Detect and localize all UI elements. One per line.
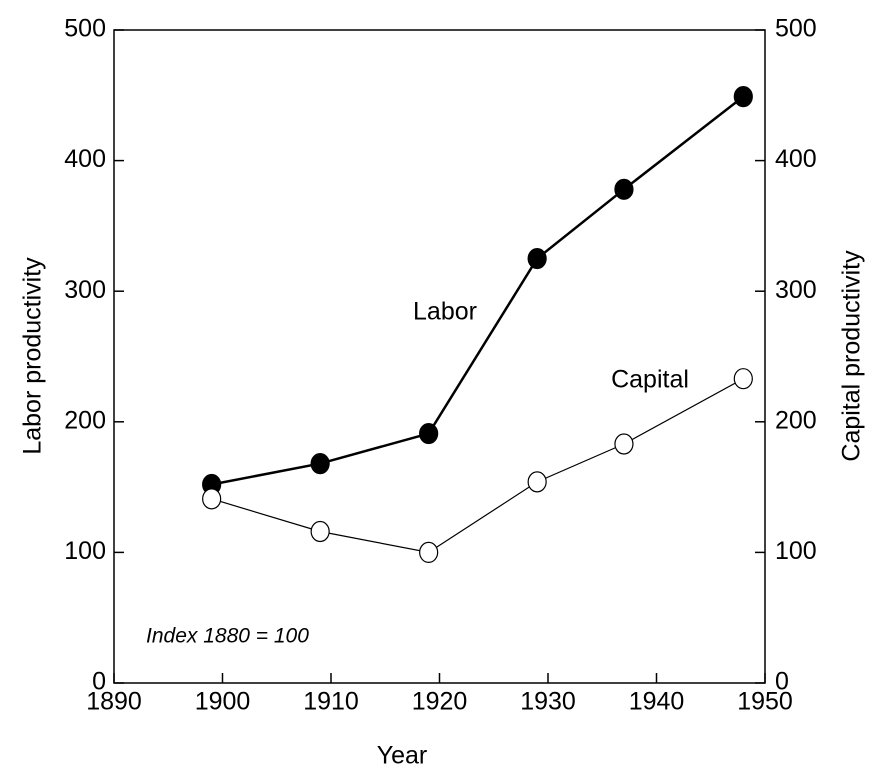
plot-frame (113, 29, 766, 684)
y2-axis-label: Capital productivity (838, 250, 866, 462)
y2-tick-label: 400 (775, 145, 817, 173)
data-point (614, 178, 634, 200)
series-line (211, 378, 744, 554)
x-tick-label: 1930 (520, 688, 576, 716)
x-tick-label: 1900 (195, 688, 251, 716)
x-axis-label: Year (377, 742, 428, 770)
data-point (419, 541, 439, 564)
data-point (733, 368, 753, 390)
y-tick-label: 500 (64, 15, 106, 43)
x-tick-label: 1950 (737, 688, 793, 716)
series-label: Labor (413, 298, 477, 326)
data-point (310, 520, 330, 543)
x-tick-label: 1910 (303, 688, 359, 716)
y-tick-label: 300 (64, 276, 106, 304)
annotation: Index 1880 = 100 (146, 625, 309, 648)
data-point (310, 452, 330, 475)
series-label: Capital (611, 366, 689, 394)
data-point (733, 86, 753, 108)
x-tick-label: 1940 (629, 688, 685, 716)
y-tick-label: 0 (92, 668, 106, 696)
x-tick-label: 1890 (86, 688, 142, 716)
data-point (419, 422, 439, 445)
y2-tick-label: 200 (775, 406, 817, 434)
y-tick-label: 200 (64, 406, 106, 434)
data-point (527, 471, 547, 493)
y2-tick-label: 100 (775, 537, 817, 565)
x-tick-label: 1920 (412, 688, 468, 716)
y2-tick-label: 500 (775, 15, 817, 43)
y2-tick-label: 0 (775, 668, 789, 696)
data-point (202, 488, 222, 510)
series-line (211, 95, 745, 486)
y-axis-label: Labor productivity (19, 257, 47, 455)
data-point (614, 433, 634, 455)
y2-tick-label: 300 (775, 276, 817, 304)
data-point (527, 247, 547, 270)
y-tick-label: 100 (64, 537, 106, 565)
y-tick-label: 400 (64, 145, 106, 173)
